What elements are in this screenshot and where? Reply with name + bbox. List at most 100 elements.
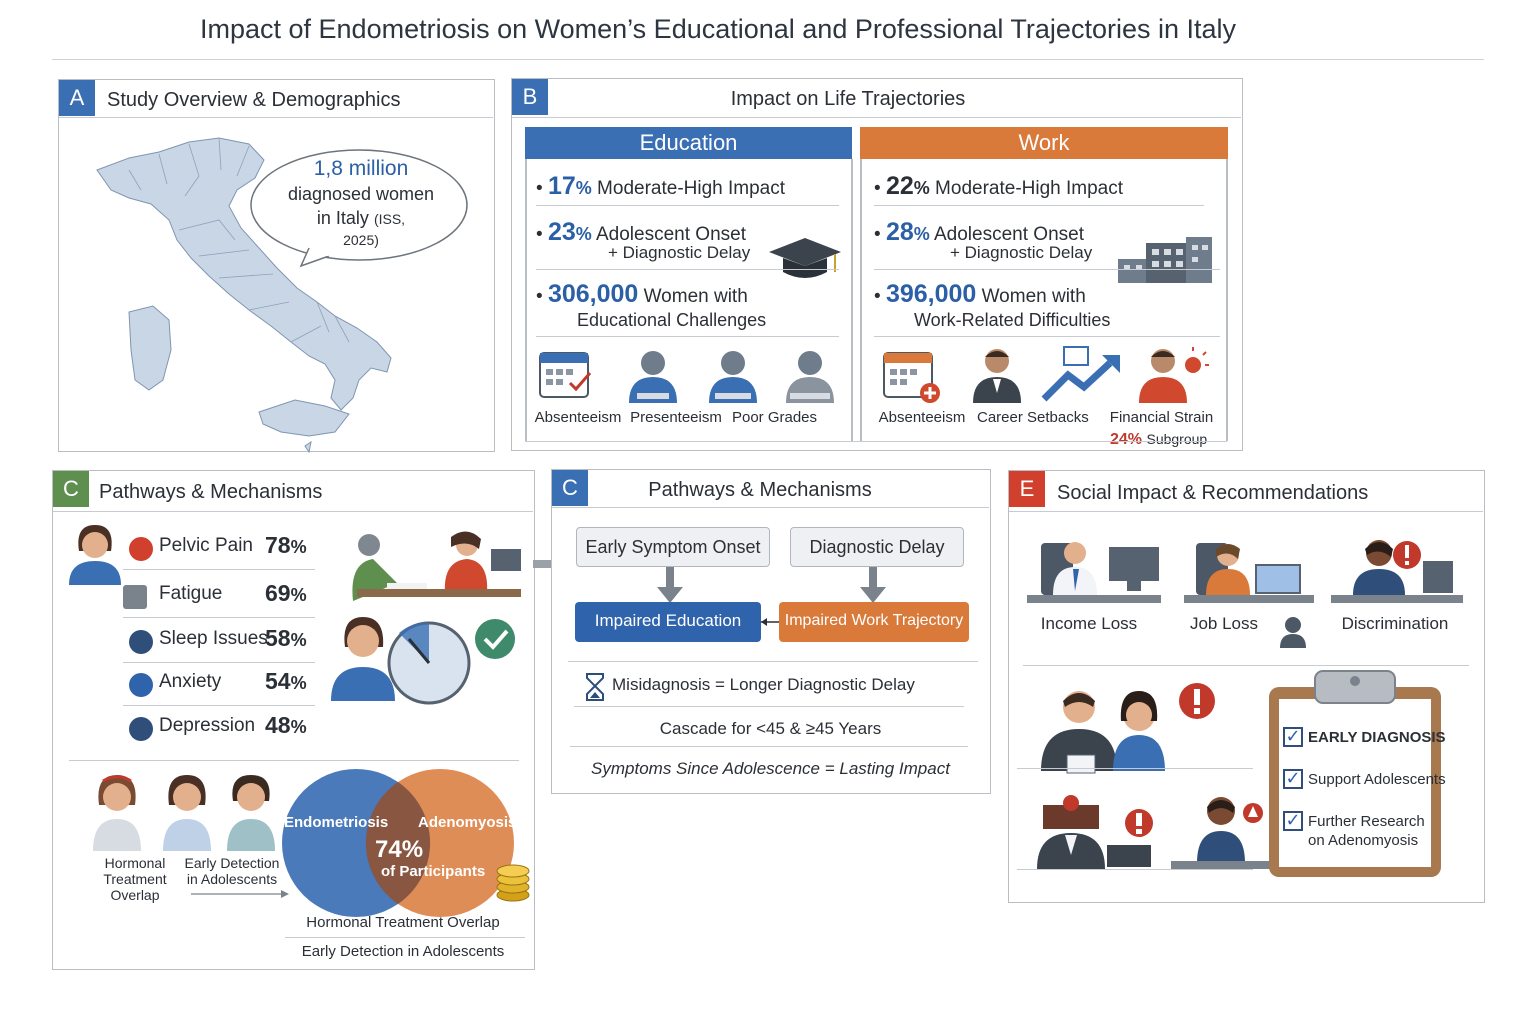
symptom-value-number: 78 xyxy=(265,532,291,558)
edu-stat1-value: 17 xyxy=(547,172,576,200)
panel-c2-heading: Pathways & Mechanisms xyxy=(648,479,872,501)
work-icon-label-3: Financial Strain xyxy=(1109,409,1214,426)
edu-rule2 xyxy=(536,269,839,270)
edu-stat2: • 23% Adolescent Onset xyxy=(536,218,746,246)
work-icon-label-1: Absenteeism xyxy=(878,409,966,426)
edu-left-border xyxy=(525,159,527,441)
symptom-value-number: 58 xyxy=(265,625,291,651)
thumbs-down-icon xyxy=(123,585,147,609)
panel-b-rule xyxy=(512,117,1241,118)
panel-e-mid-rule xyxy=(1023,665,1469,666)
panel-social-impact: E Social Impact & Recommendations Income… xyxy=(1008,470,1485,903)
work-rule3 xyxy=(874,336,1220,337)
venn-footer-rule xyxy=(285,937,525,938)
checklist-item: EARLY DIAGNOSIS xyxy=(1308,729,1446,746)
work-right-border xyxy=(1226,159,1228,441)
symptom-label: Fatigue xyxy=(159,583,223,604)
panel-c1-mid-rule xyxy=(69,760,519,761)
woman-avatar-icon xyxy=(69,525,121,585)
symptom-value-number: 54 xyxy=(265,668,291,694)
page-title: Impact of Endometriosis on Women’s Educa… xyxy=(199,14,1237,44)
education-header: Education xyxy=(525,127,852,159)
venn-left-label: Endometriosis xyxy=(284,814,389,831)
symptom-divider xyxy=(123,569,315,570)
symptom-divider xyxy=(123,617,315,618)
symptom-value: 58% xyxy=(265,625,307,652)
edu-icon-label-3: Poor Grades xyxy=(731,409,818,426)
work-stat3-sub: Work-Related Difficulties xyxy=(914,310,1111,330)
flow-line-lasting: Symptoms Since Adolescence = Lasting Imp… xyxy=(591,759,950,778)
symptom-value-unit: % xyxy=(290,630,307,650)
venn-diagram xyxy=(282,769,514,917)
symptom-divider xyxy=(123,662,315,663)
symptom-value-number: 69 xyxy=(265,580,291,606)
panel-b-bottom-rule xyxy=(525,441,1227,442)
checkbox-icon: ✓ xyxy=(1283,769,1303,789)
edu-stat3-sub: Educational Challenges xyxy=(577,310,767,330)
edu-stat1: • 17% Moderate-High Impact xyxy=(536,172,786,200)
panel-b-heading: Impact on Life Trajectories xyxy=(730,88,966,110)
panel-b-badge: B xyxy=(512,79,548,115)
hourglass-icon xyxy=(586,673,604,701)
symptom-value-unit: % xyxy=(290,585,307,605)
flow-line-cascade: Cascade for <45 & ≥45 Years xyxy=(659,719,882,738)
student-grades-icon xyxy=(709,351,757,403)
subgroup-text: Subgroup xyxy=(1146,431,1208,447)
symptom-label: Anxiety xyxy=(159,671,222,692)
moon-icon xyxy=(129,630,153,654)
flow-link-icon xyxy=(761,618,779,626)
flow-diagnostic-delay: Diagnostic Delay xyxy=(790,527,964,567)
edu-stat2-value: 23 xyxy=(547,218,576,246)
work-stat2-text: Adolescent Onset xyxy=(934,224,1084,245)
symptom-value: 78% xyxy=(265,532,307,559)
panel-e-badge: E xyxy=(1009,471,1045,507)
panel-c1-heading: Pathways & Mechanisms xyxy=(99,481,323,503)
user-silhouette-icon xyxy=(1280,617,1306,648)
people-rule-2 xyxy=(1017,869,1253,870)
work-icon-label-2: Career Setbacks xyxy=(977,409,1089,426)
coins-icon xyxy=(496,864,530,902)
panel-e-heading: Social Impact & Recommendations xyxy=(1057,482,1369,504)
career-person-icon xyxy=(973,349,1021,403)
income-loss-icon xyxy=(1027,542,1161,603)
panel-e-rule xyxy=(1009,511,1483,512)
flow-rule2 xyxy=(574,706,964,707)
symptom-divider xyxy=(123,705,315,706)
trend-chart-icon xyxy=(1041,346,1120,402)
panel-c2-badge: C xyxy=(552,470,588,506)
flow-impaired-work: Impaired Work Trajectory xyxy=(779,602,969,642)
italy-map-icon xyxy=(96,137,392,454)
checklist-item: Further Research on Adenomyosis xyxy=(1308,813,1425,849)
edu-stat3-value: 306,000 xyxy=(547,280,639,308)
venn-footer-2: Early Detection in Adolescents xyxy=(301,943,505,960)
venn-footer-1: Hormonal Treatment Overlap xyxy=(306,914,500,931)
edu-icon-label-1: Absenteeism xyxy=(534,409,622,426)
bubble-line2-small: (ISS, xyxy=(373,211,406,227)
speech-bubble-icon xyxy=(250,149,468,268)
panel-a-rule xyxy=(59,117,493,118)
flow-down-arrow-right xyxy=(860,567,886,603)
work-stat1-pct: % xyxy=(913,178,930,198)
symptom-value-unit: % xyxy=(290,537,307,557)
symptom-value-unit: % xyxy=(290,717,307,737)
symptom-value: 48% xyxy=(265,712,307,739)
flow-rule1 xyxy=(568,661,978,662)
edu-stat1-text: Moderate-High Impact xyxy=(597,178,786,199)
student-presenteeism-icon xyxy=(629,351,677,403)
panel-pathways-flow: C Pathways & Mechanisms Early Symptom On… xyxy=(551,469,991,794)
discrimination-icon xyxy=(1331,540,1463,603)
panel-pathways-symptoms: C Pathways & Mechanisms Pelvic Pain 78% Fa… xyxy=(52,470,535,970)
panel-a-badge: A xyxy=(59,80,95,116)
work-left-border xyxy=(860,159,862,441)
bubble-line1: diagnosed women xyxy=(287,184,435,204)
clock-anxiety-icon xyxy=(331,617,515,705)
flow-down-arrow-left xyxy=(657,567,683,603)
panel-life-trajectories: B Impact on Life Trajectories Education … xyxy=(511,78,1243,451)
panel-study-overview: A Study Overview & Demographics 1,8 mill… xyxy=(58,79,495,454)
work-stat3-value: 396,000 xyxy=(885,280,977,308)
panel-c1-badge: C xyxy=(53,471,89,507)
office-building-icon xyxy=(1118,237,1212,283)
symptom-value-unit: % xyxy=(290,673,307,693)
panel-c1-rule xyxy=(53,511,533,512)
work-stat2-sub: + Diagnostic Delay xyxy=(950,243,1093,262)
